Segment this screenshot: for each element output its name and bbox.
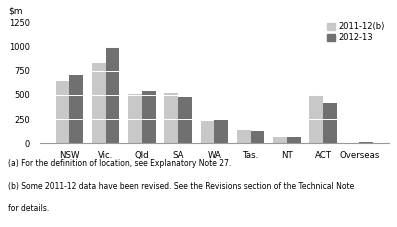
Bar <box>200 121 214 143</box>
Text: for details.: for details. <box>8 204 49 213</box>
Bar <box>214 121 228 143</box>
Bar <box>128 94 142 143</box>
Bar <box>142 91 156 143</box>
Bar <box>92 63 106 143</box>
Bar <box>69 75 83 143</box>
Bar <box>106 47 119 143</box>
Bar <box>359 142 373 143</box>
Legend: 2011-12(b), 2012-13: 2011-12(b), 2012-13 <box>327 22 385 42</box>
Bar <box>56 81 69 143</box>
Bar <box>251 131 264 143</box>
Bar <box>178 97 192 143</box>
Bar <box>164 93 178 143</box>
Bar <box>273 137 287 143</box>
Bar <box>287 137 301 143</box>
Text: (b) Some 2011-12 data have been revised. See the Revisions section of the Techni: (b) Some 2011-12 data have been revised.… <box>8 182 354 191</box>
Bar <box>323 103 337 143</box>
Text: (a) For the definition of location, see Explanatory Note 27.: (a) For the definition of location, see … <box>8 159 231 168</box>
Bar <box>237 130 251 143</box>
Bar <box>309 95 323 143</box>
Y-axis label: $m: $m <box>8 7 23 16</box>
